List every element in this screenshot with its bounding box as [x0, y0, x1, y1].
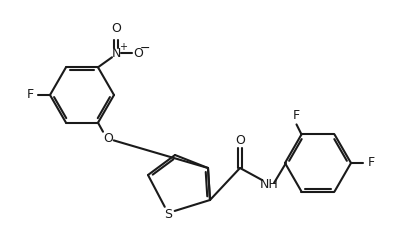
- Text: O: O: [111, 22, 121, 35]
- Text: O: O: [103, 132, 113, 145]
- Text: F: F: [26, 89, 34, 102]
- Text: +: +: [119, 42, 127, 52]
- Text: NH: NH: [259, 179, 278, 192]
- Text: N: N: [111, 47, 120, 60]
- Text: F: F: [367, 156, 374, 169]
- Text: −: −: [139, 42, 150, 55]
- Text: O: O: [234, 134, 244, 148]
- Text: F: F: [292, 109, 299, 122]
- Text: S: S: [164, 209, 172, 222]
- Text: O: O: [133, 47, 143, 60]
